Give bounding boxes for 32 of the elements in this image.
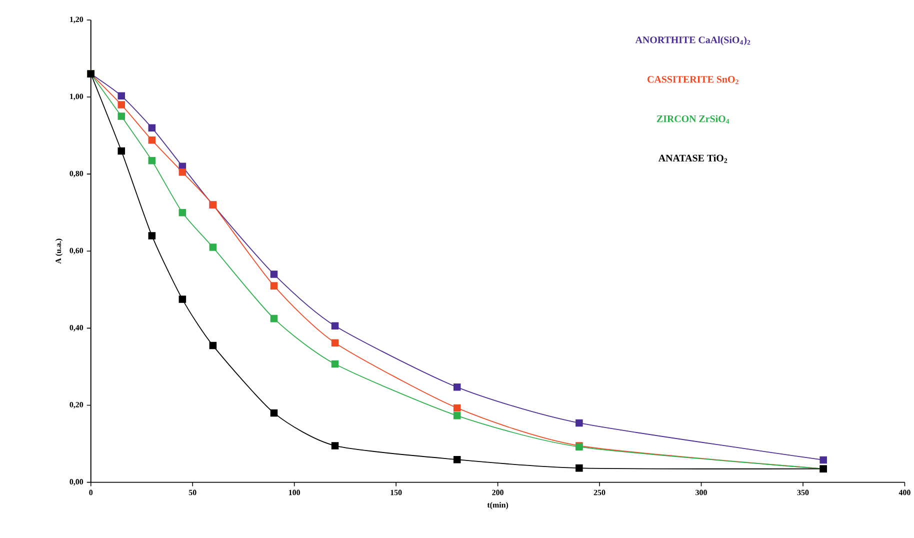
point — [148, 156, 156, 164]
point — [331, 339, 339, 346]
point — [270, 314, 278, 322]
point — [178, 168, 186, 176]
point — [270, 282, 278, 290]
point — [209, 244, 217, 251]
point — [118, 147, 126, 154]
point — [453, 383, 461, 391]
point — [331, 360, 339, 368]
point — [178, 208, 186, 216]
point — [178, 296, 186, 303]
point — [331, 442, 339, 450]
point — [148, 232, 156, 240]
point — [331, 322, 339, 330]
text: ZIRCON ZrSiO$_{4}$ — [656, 115, 730, 124]
point — [209, 342, 217, 350]
point — [118, 92, 126, 100]
point — [453, 456, 461, 464]
point — [576, 419, 583, 427]
text: CASSITERITE SnO$_{2}$ — [648, 76, 738, 84]
point — [453, 412, 461, 420]
point — [148, 136, 156, 144]
text: ANORTHITE CaAl(SiO$_{4}$)$_{2}$ — [635, 36, 750, 46]
point — [118, 112, 126, 120]
point — [148, 124, 156, 132]
point — [820, 456, 827, 464]
point — [270, 409, 278, 416]
point — [270, 270, 278, 278]
point — [576, 464, 583, 472]
text: ANATASE TiO$_{2}$ — [658, 154, 728, 163]
point — [118, 100, 126, 108]
point — [453, 404, 461, 412]
